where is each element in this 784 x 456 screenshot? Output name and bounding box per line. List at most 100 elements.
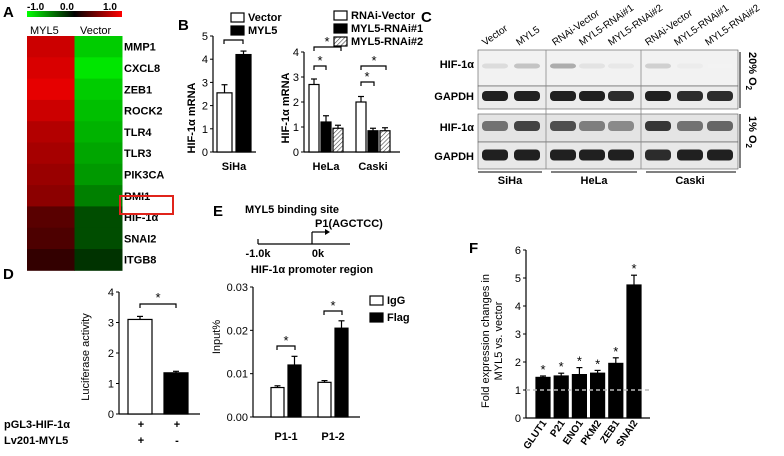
panel-label-d: D: [3, 266, 14, 283]
panel-label-f: F: [469, 240, 478, 257]
cellline-caski: Caski: [675, 175, 704, 187]
blot-band: [514, 91, 540, 101]
heatmap-cell: [27, 163, 75, 186]
sig-star: *: [631, 261, 636, 276]
legend-rnai-2: MYL5-RNAi#2: [351, 36, 423, 48]
heatmap-cell: [27, 142, 75, 165]
panel-b-left-ylabel: HIF-1α mRNA: [186, 82, 198, 153]
panel-b-left-y-tick-label: 1: [202, 124, 208, 136]
panel-b-left-y-tick-label: 4: [202, 54, 208, 66]
panel-e-y-tick-label: 0.00: [227, 412, 248, 424]
sig-bracket: [139, 303, 177, 308]
heatmap-col-label-vector: Vector: [80, 25, 112, 37]
blot-lane-label: Vector: [480, 23, 510, 49]
blot-row-label: HIF-1α: [440, 59, 475, 71]
binding-site-sequence: P1(AGCTCC): [315, 218, 383, 230]
condition-label-pgl3: pGL3-HIF-1α: [4, 419, 70, 431]
blot-lane-label: MYL5: [514, 24, 542, 48]
panel-label-e: E: [213, 203, 223, 220]
blot-band: [514, 121, 540, 131]
blot-band: [608, 121, 634, 131]
condition-lv201-val-2: -: [175, 435, 179, 447]
legend-myl5-swatch: [230, 25, 245, 36]
legend-vector-swatch: [230, 12, 245, 23]
sig-star: *: [317, 53, 322, 68]
blot-band: [645, 91, 671, 101]
sig-star: *: [364, 69, 369, 84]
sig-bracket: [276, 345, 296, 350]
sig-star: *: [283, 333, 288, 348]
sig-star: *: [559, 359, 564, 374]
blot-band: [608, 63, 634, 69]
blot-row-label: GAPDH: [434, 151, 474, 163]
bar-b-siha-vector: [216, 92, 233, 153]
legend-rnai-vector-swatch: [333, 10, 348, 21]
heatmap-cell: [27, 99, 75, 122]
sig-star: *: [613, 344, 618, 359]
promoter-tick-left-label: -1.0k: [245, 248, 271, 260]
x-label-pkm2: PKM2: [579, 418, 604, 447]
heatmap-cell: [74, 227, 123, 250]
panel-d-y-tick-label: 3: [108, 318, 114, 330]
heatmap-row-label: SNAI2: [124, 233, 156, 245]
bar-b-caski-0: [355, 101, 367, 153]
condition-20-label: 20% O2: [744, 52, 758, 91]
sig-bracket: [223, 39, 244, 44]
panel-b-right-y-tick-label: 2: [293, 97, 299, 109]
blot-band: [608, 149, 634, 161]
blot-band: [645, 149, 671, 161]
bar-b-siha-myl5: [235, 53, 252, 153]
panel-e-y-tick-label: 0.03: [227, 282, 248, 294]
sig-bracket: [360, 65, 387, 70]
heatmap-cell: [27, 57, 75, 80]
heatmap-row-label: TLR4: [124, 127, 152, 139]
western-blot-panel: Vector MYL5 RNAi-VectorMYL5-RNAi#1MYL5-RNA…: [434, 3, 762, 187]
legend-rnai-2-swatch: [333, 36, 348, 47]
heatmap-row-label: ROCK2: [124, 106, 163, 118]
heatmap-row-label: PIK3CA: [124, 169, 164, 181]
panel-d-y-tick-label: 4: [108, 287, 114, 299]
bar-e-p1-2-igg: [317, 381, 332, 418]
blot-band: [514, 149, 540, 161]
legend-rnai-1: MYL5-RNAi#1: [351, 23, 423, 35]
blot-band: [608, 91, 634, 101]
panel-b-right-y-tick-label: 3: [293, 72, 299, 84]
blot-row-label: GAPDH: [434, 91, 474, 103]
sig-star: *: [595, 356, 600, 371]
heatmap-cell: [74, 36, 123, 58]
blot-band: [579, 63, 605, 69]
heatmap-cell: [27, 206, 75, 229]
x-label-glut1: GLUT1: [522, 418, 550, 452]
panel-f-y-tick-label: 3: [515, 329, 521, 341]
bar-e-p1-1-flag: [287, 364, 302, 418]
panel-e-y-tick-label: 0.02: [227, 325, 248, 337]
blot-band: [550, 63, 576, 69]
panel-d-y-tick-label: 2: [108, 348, 114, 360]
blot-band: [677, 121, 703, 131]
promoter-diagram: MYL5 binding site P1(AGCTCC) -1.0k 0k HI…: [245, 204, 383, 276]
panel-label-c: C: [421, 9, 432, 26]
panel-f-ylabel: Fold expression changes inMYL5 vs. vecto…: [480, 274, 505, 408]
blot-lane-label: MYL5-RNAi#2: [703, 3, 762, 49]
colorbar: [27, 11, 122, 17]
bar-panel-d: 0 1 2 3 4 *: [108, 287, 200, 421]
legend-rnai-1-swatch: [333, 23, 348, 34]
legend-vector: Vector: [248, 12, 282, 24]
bar-b-hela-0: [308, 83, 320, 153]
sig-star: *: [324, 34, 329, 49]
heatmap-cell: [74, 99, 123, 122]
blot-band: [645, 121, 671, 131]
blot-band: [514, 63, 540, 69]
heatmap-cell: [27, 121, 75, 143]
heatmap-cell: [74, 121, 123, 143]
heatmap-cell: [74, 78, 123, 101]
panel-f-y-tick-label: 5: [515, 273, 521, 285]
heatmap-row-label: HIF-1α: [124, 212, 159, 224]
bar-d-1: [127, 318, 153, 415]
bar-f-pkm2: [589, 372, 606, 419]
heatmap-panel: -1.0 0.0 1.0 MYL5 Vector MMP1 CXCL8 ZEB1 RO…: [27, 2, 174, 271]
panel-f-y-tick-label: 0: [515, 413, 521, 425]
heatmap-cell: [74, 206, 123, 229]
blot-band: [707, 63, 733, 69]
heatmap-cell: [27, 227, 75, 250]
